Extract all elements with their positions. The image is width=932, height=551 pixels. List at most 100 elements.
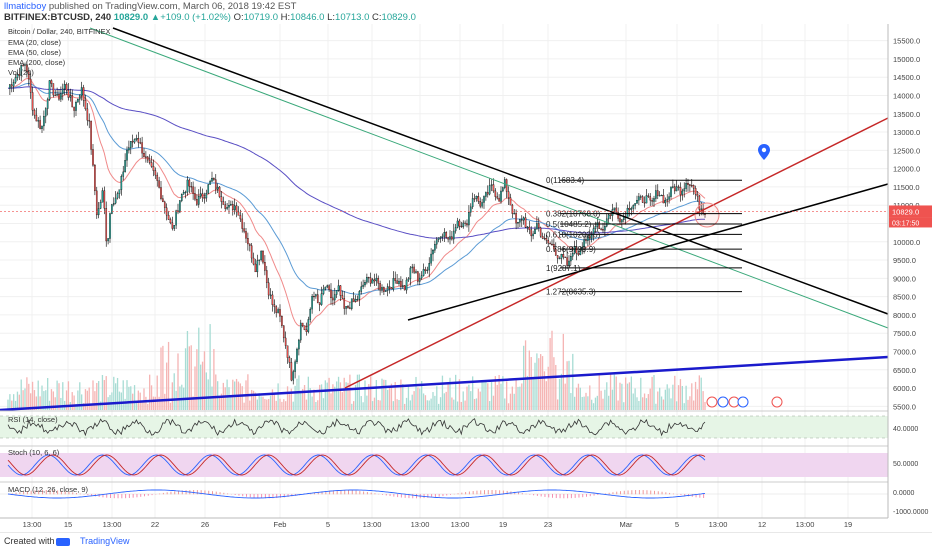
macd-histogram-bar: [658, 491, 659, 494]
candle-body: [145, 157, 146, 158]
volume-bar: [606, 382, 607, 410]
volume-bar: [531, 357, 532, 410]
candle-body: [383, 287, 384, 291]
volume-bar: [680, 379, 681, 410]
candle-body: [308, 319, 309, 331]
volume-bar: [134, 385, 135, 410]
candle-body: [304, 326, 305, 330]
candle-body: [391, 288, 392, 289]
macd-histogram-bar: [529, 494, 530, 495]
candle-body: [211, 178, 212, 181]
price-tick-label: 14000.0: [893, 91, 920, 100]
volume-bar: [181, 385, 182, 410]
candle: [106, 202, 107, 247]
volume-bar: [274, 394, 275, 410]
volume-bar: [336, 381, 337, 410]
candle-body: [221, 197, 222, 202]
candle: [96, 187, 97, 219]
candle-body: [379, 283, 380, 290]
author-link[interactable]: llmaticboy: [4, 1, 46, 12]
candle-body: [232, 204, 233, 210]
macd-histogram-bar: [121, 494, 122, 498]
macd-histogram-bar: [382, 494, 383, 495]
volume-bar: [668, 388, 669, 410]
volume-bar: [362, 402, 363, 410]
candle-body: [670, 187, 671, 197]
volume-bar: [444, 393, 445, 410]
candle-body: [106, 208, 107, 241]
candle-body: [87, 109, 88, 120]
tradingview-brand-link[interactable]: TradingView: [80, 536, 130, 546]
candle-body: [247, 238, 248, 244]
header-change: +109.0 (+1.02%): [160, 12, 231, 23]
volume-bar: [591, 400, 592, 410]
macd-histogram-bar: [578, 494, 579, 498]
volume-bar: [464, 401, 465, 410]
candle-body: [226, 207, 227, 208]
candle-body: [196, 199, 197, 204]
volume-bar: [604, 390, 605, 410]
volume-bar: [398, 400, 399, 410]
volume-bar: [519, 387, 520, 410]
volume-bar: [85, 389, 86, 410]
candle-body: [32, 92, 33, 110]
candle-body: [313, 296, 314, 297]
candle: [49, 80, 50, 101]
candle-body: [415, 272, 416, 273]
candle-body: [60, 94, 61, 100]
chart-canvas[interactable]: 0(11683.4)0.382(10768.0)0.5(10485.2)0.61…: [0, 24, 932, 532]
candle-body: [325, 287, 326, 289]
macd-histogram-bar: [144, 494, 145, 496]
candle-body: [650, 197, 651, 201]
macd-histogram-bar: [174, 491, 175, 494]
candle-body: [442, 236, 443, 237]
candle-body: [157, 175, 158, 180]
volume-bar: [549, 338, 550, 410]
macd-histogram-bar: [106, 494, 107, 498]
candle-body: [259, 260, 260, 261]
candle-body: [676, 187, 677, 191]
volume-bar: [72, 392, 73, 410]
volume-bar: [372, 401, 373, 410]
macd-histogram-bar: [499, 490, 500, 494]
candle-body: [191, 186, 192, 187]
volume-bar: [321, 384, 322, 410]
volume-bar: [38, 381, 39, 410]
candle-body: [512, 205, 513, 214]
candle-body: [682, 191, 683, 195]
candle-body: [595, 226, 596, 228]
candle-body: [646, 196, 647, 203]
volume-bar: [404, 404, 405, 410]
volume-bar: [699, 375, 700, 410]
volume-bar: [251, 390, 252, 410]
volume-bar: [143, 388, 144, 410]
price-axis[interactable]: 15500.015000.014500.014000.013500.013000…: [888, 24, 932, 532]
candle-body: [502, 188, 503, 191]
candle-body: [385, 291, 386, 292]
candle-body: [480, 201, 481, 206]
candle-body: [464, 223, 465, 224]
volume-bar: [225, 387, 226, 410]
volume-bar: [60, 398, 61, 410]
candle-body: [306, 330, 307, 332]
volume-bar: [638, 401, 639, 410]
candle-body: [202, 194, 203, 198]
volume-bar: [276, 401, 277, 410]
volume-bar: [294, 386, 295, 410]
candle-body: [485, 192, 486, 196]
candle-body: [372, 280, 373, 284]
volume-bar: [128, 387, 129, 410]
volume-bar: [574, 397, 575, 410]
candle-body: [559, 258, 560, 259]
candle-body: [685, 183, 686, 188]
volume-bar: [402, 384, 403, 410]
macd-histogram-bar: [665, 492, 666, 494]
volume-bar: [512, 387, 513, 410]
macd-histogram-bar: [680, 494, 681, 495]
candle-body: [461, 226, 462, 227]
volume-bar: [413, 391, 414, 410]
macd-histogram-bar: [669, 493, 670, 494]
volume-bar: [631, 377, 632, 410]
candle-body: [287, 346, 288, 358]
candle-body: [243, 229, 244, 232]
